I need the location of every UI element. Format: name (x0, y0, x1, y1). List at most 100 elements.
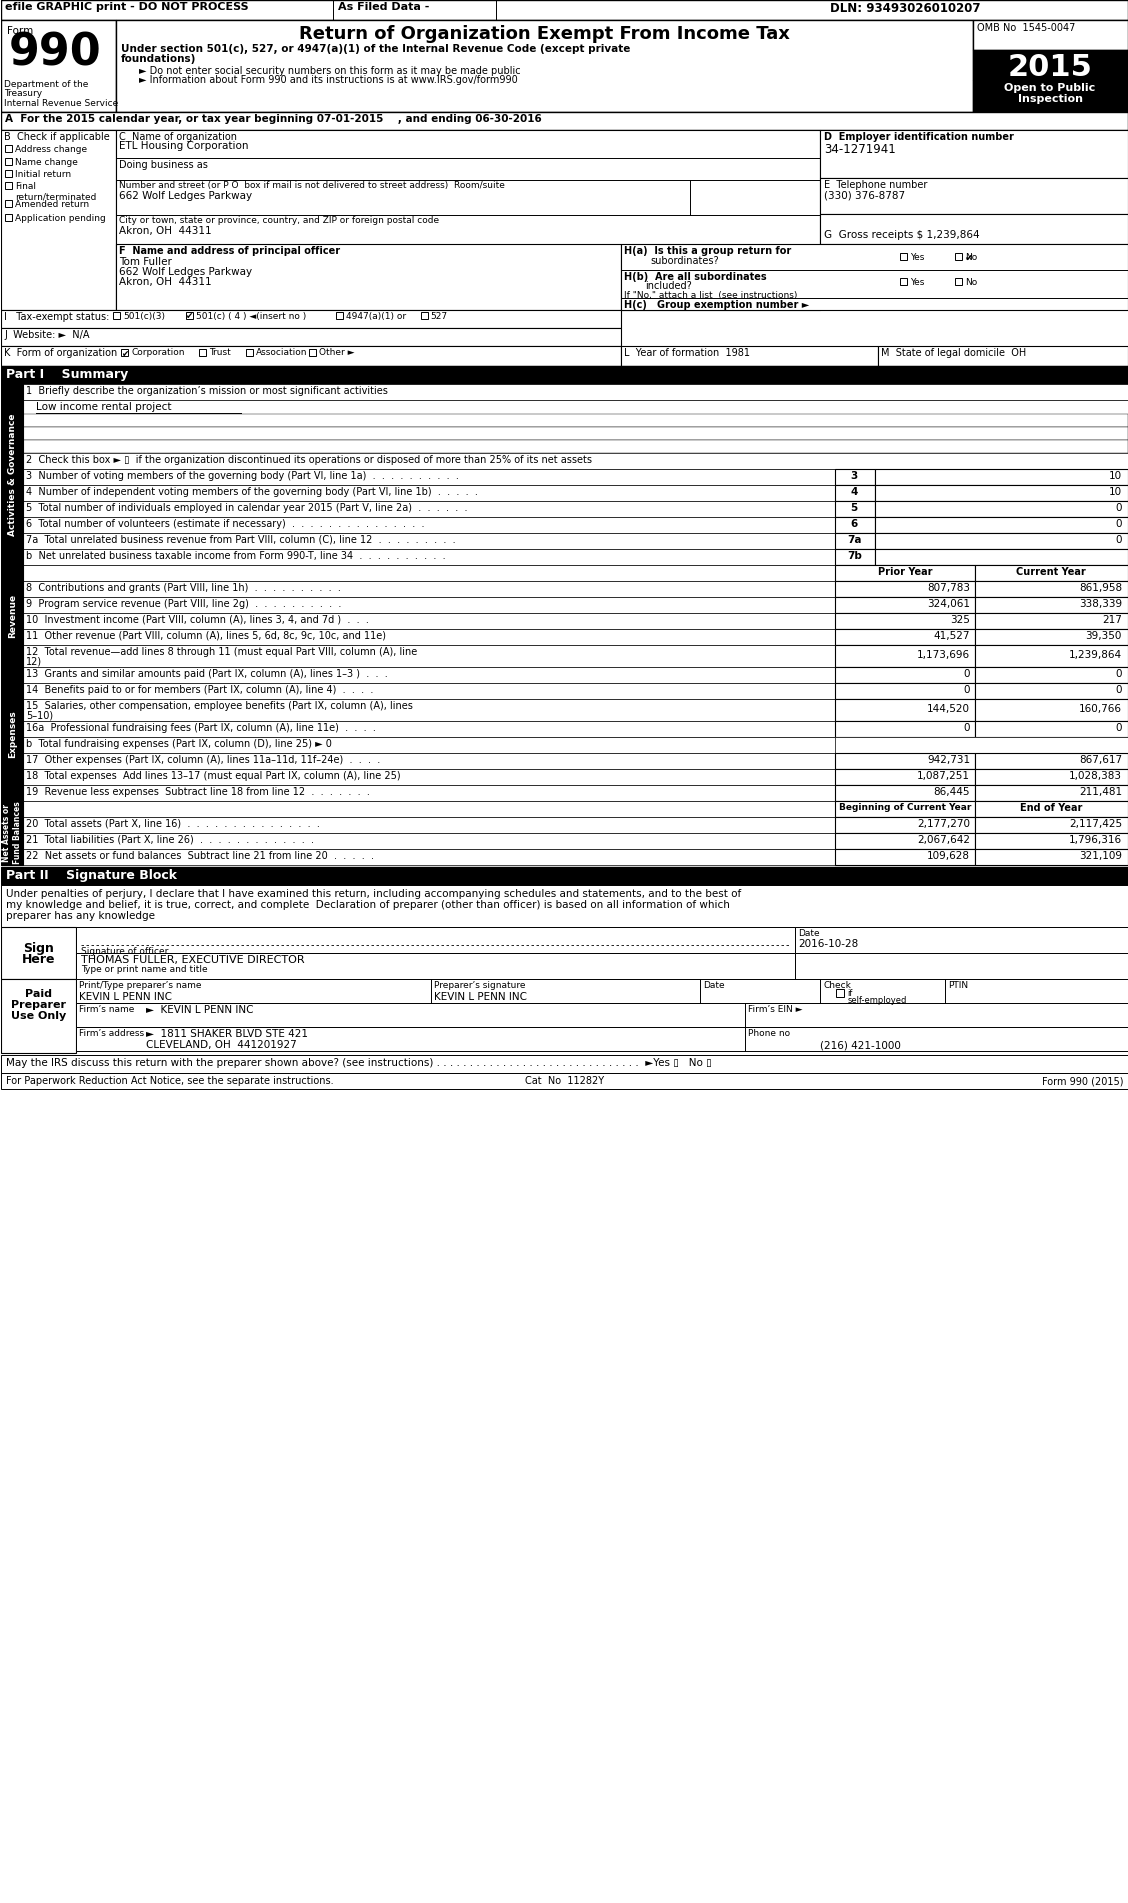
Text: 1,028,383: 1,028,383 (1069, 771, 1122, 780)
Text: 2016-10-28: 2016-10-28 (799, 938, 858, 950)
Bar (6, 183, 12, 188)
Text: Date: Date (799, 929, 820, 938)
Text: 662 Wolf Ledges Parkway: 662 Wolf Ledges Parkway (120, 266, 253, 278)
Text: 4947(a)(1) or: 4947(a)(1) or (346, 312, 406, 322)
Text: 12): 12) (26, 657, 42, 666)
Text: 16a  Professional fundraising fees (Part IX, column (A), line 11e)  .  .  .  .: 16a Professional fundraising fees (Part … (26, 723, 376, 733)
Bar (976, 698, 1128, 721)
Bar (836, 468, 875, 485)
Bar (795, 927, 1128, 953)
Text: 109,628: 109,628 (927, 851, 970, 860)
Bar (24, 801, 836, 816)
Bar (24, 426, 1128, 440)
Bar (1, 769, 24, 786)
Text: Type or print name and title: Type or print name and title (81, 965, 208, 974)
Text: Current Year: Current Year (1016, 567, 1086, 577)
Bar (1, 21, 116, 112)
Bar (976, 645, 1128, 666)
Bar (836, 645, 976, 666)
Text: 5  Total number of individuals employed in calendar year 2015 (Part V, line 2a) : 5 Total number of individuals employed i… (26, 502, 468, 514)
Text: self-employed: self-employed (847, 995, 907, 1005)
Bar (24, 468, 836, 485)
Bar (1, 666, 24, 683)
Bar (836, 485, 875, 500)
Bar (836, 613, 976, 630)
Text: 144,520: 144,520 (927, 704, 970, 714)
Text: Part II    Signature Block: Part II Signature Block (6, 870, 177, 881)
Text: 0: 0 (963, 723, 970, 733)
Text: Under penalties of perjury, I declare that I have examined this return, includin: Under penalties of perjury, I declare th… (6, 889, 741, 898)
Bar (836, 721, 976, 736)
Text: 3: 3 (851, 472, 858, 481)
Bar (900, 278, 907, 285)
Text: Paid: Paid (25, 990, 52, 999)
Text: E  Telephone number: E Telephone number (825, 181, 927, 190)
Text: 13  Grants and similar amounts paid (Part IX, column (A), lines 1–3 )  .  .  .: 13 Grants and similar amounts paid (Part… (26, 670, 388, 679)
Bar (1, 816, 24, 834)
Text: 3  Number of voting members of the governing body (Part VI, line 1a)  .  .  .  .: 3 Number of voting members of the govern… (26, 472, 459, 481)
Bar (976, 816, 1128, 834)
Text: CLEVELAND, OH  441201927: CLEVELAND, OH 441201927 (146, 1041, 297, 1050)
Text: Use Only: Use Only (10, 1010, 65, 1022)
Text: OMB No  1545-0047: OMB No 1545-0047 (977, 23, 1075, 32)
Bar (24, 698, 836, 721)
Text: C  Name of organization: C Name of organization (120, 131, 237, 143)
Text: 217: 217 (1102, 615, 1122, 624)
Bar (879, 346, 1128, 365)
Text: 324,061: 324,061 (927, 599, 970, 609)
Text: Form 990 (2015): Form 990 (2015) (1041, 1075, 1123, 1087)
Text: 6  Total number of volunteers (estimate if necessary)  .  .  .  .  .  .  .  .  .: 6 Total number of volunteers (estimate i… (26, 520, 424, 529)
Text: As Filed Data -: As Filed Data - (337, 2, 429, 11)
Text: 4  Number of independent voting members of the governing body (Part VI, line 1b): 4 Number of independent voting members o… (26, 487, 478, 497)
Text: Doing business as: Doing business as (120, 160, 208, 169)
Bar (973, 80, 1128, 112)
Text: 10: 10 (1109, 487, 1122, 497)
Text: 0: 0 (1116, 685, 1122, 695)
Bar (976, 666, 1128, 683)
Text: 10  Investment income (Part VIII, column (A), lines 3, 4, and 7d )  .  .  .: 10 Investment income (Part VIII, column … (26, 615, 369, 624)
Text: ► Do not enter social security numbers on this form as it may be made public: ► Do not enter social security numbers o… (139, 67, 521, 76)
Bar (6, 200, 12, 207)
Text: Expenses: Expenses (8, 710, 17, 757)
Text: F  Name and address of principal officer: F Name and address of principal officer (120, 245, 341, 257)
Bar (1, 310, 620, 327)
Text: Sign: Sign (23, 942, 53, 955)
Text: 1  Briefly describe the organization’s mission or most significant activities: 1 Briefly describe the organization’s mi… (26, 386, 388, 396)
Text: I   Tax-exempt status:: I Tax-exempt status: (5, 312, 109, 322)
Text: 34-1271941: 34-1271941 (825, 143, 896, 156)
Text: 861,958: 861,958 (1078, 582, 1122, 594)
Text: THOMAS FULLER, EXECUTIVE DIRECTOR: THOMAS FULLER, EXECUTIVE DIRECTOR (81, 955, 305, 965)
Bar (875, 468, 1128, 485)
Text: 12  Total revenue—add lines 8 through 11 (must equal Part VIII, column (A), line: 12 Total revenue—add lines 8 through 11 … (26, 647, 417, 657)
Bar (836, 698, 976, 721)
Text: 39,350: 39,350 (1085, 632, 1122, 641)
Bar (1, 927, 76, 978)
Text: No: No (966, 253, 978, 263)
Text: Amended return: Amended return (15, 200, 89, 209)
Text: b  Total fundraising expenses (Part IX, column (D), line 25) ► 0: b Total fundraising expenses (Part IX, c… (26, 738, 332, 750)
Text: 8  Contributions and grants (Part VIII, line 1h)  .  .  .  .  .  .  .  .  .  .: 8 Contributions and grants (Part VIII, l… (26, 582, 341, 594)
Bar (1, 485, 24, 500)
Text: Open to Public: Open to Public (1004, 84, 1095, 93)
Text: Firm’s name: Firm’s name (79, 1005, 134, 1014)
Bar (820, 129, 1128, 179)
Text: Revenue: Revenue (8, 594, 17, 638)
Bar (76, 1003, 1128, 1028)
Text: 0: 0 (1116, 520, 1122, 529)
Bar (900, 253, 907, 261)
Text: Application pending: Application pending (15, 213, 106, 223)
Text: my knowledge and belief, it is true, correct, and complete  Declaration of prepa: my knowledge and belief, it is true, cor… (6, 900, 730, 910)
Bar (1, 365, 1128, 384)
Bar (836, 834, 976, 849)
Bar (836, 736, 1128, 754)
Text: KEVIN L PENN INC: KEVIN L PENN INC (434, 991, 527, 1003)
Bar (1, 801, 24, 866)
Bar (820, 179, 1128, 213)
Bar (76, 953, 795, 978)
Bar (836, 598, 976, 613)
Text: Net Assets or
Fund Balances: Net Assets or Fund Balances (2, 801, 21, 864)
Bar (836, 683, 976, 698)
Text: DLN: 93493026010207: DLN: 93493026010207 (830, 2, 981, 15)
Text: ✔: ✔ (186, 312, 194, 322)
Text: Form: Form (7, 27, 34, 36)
